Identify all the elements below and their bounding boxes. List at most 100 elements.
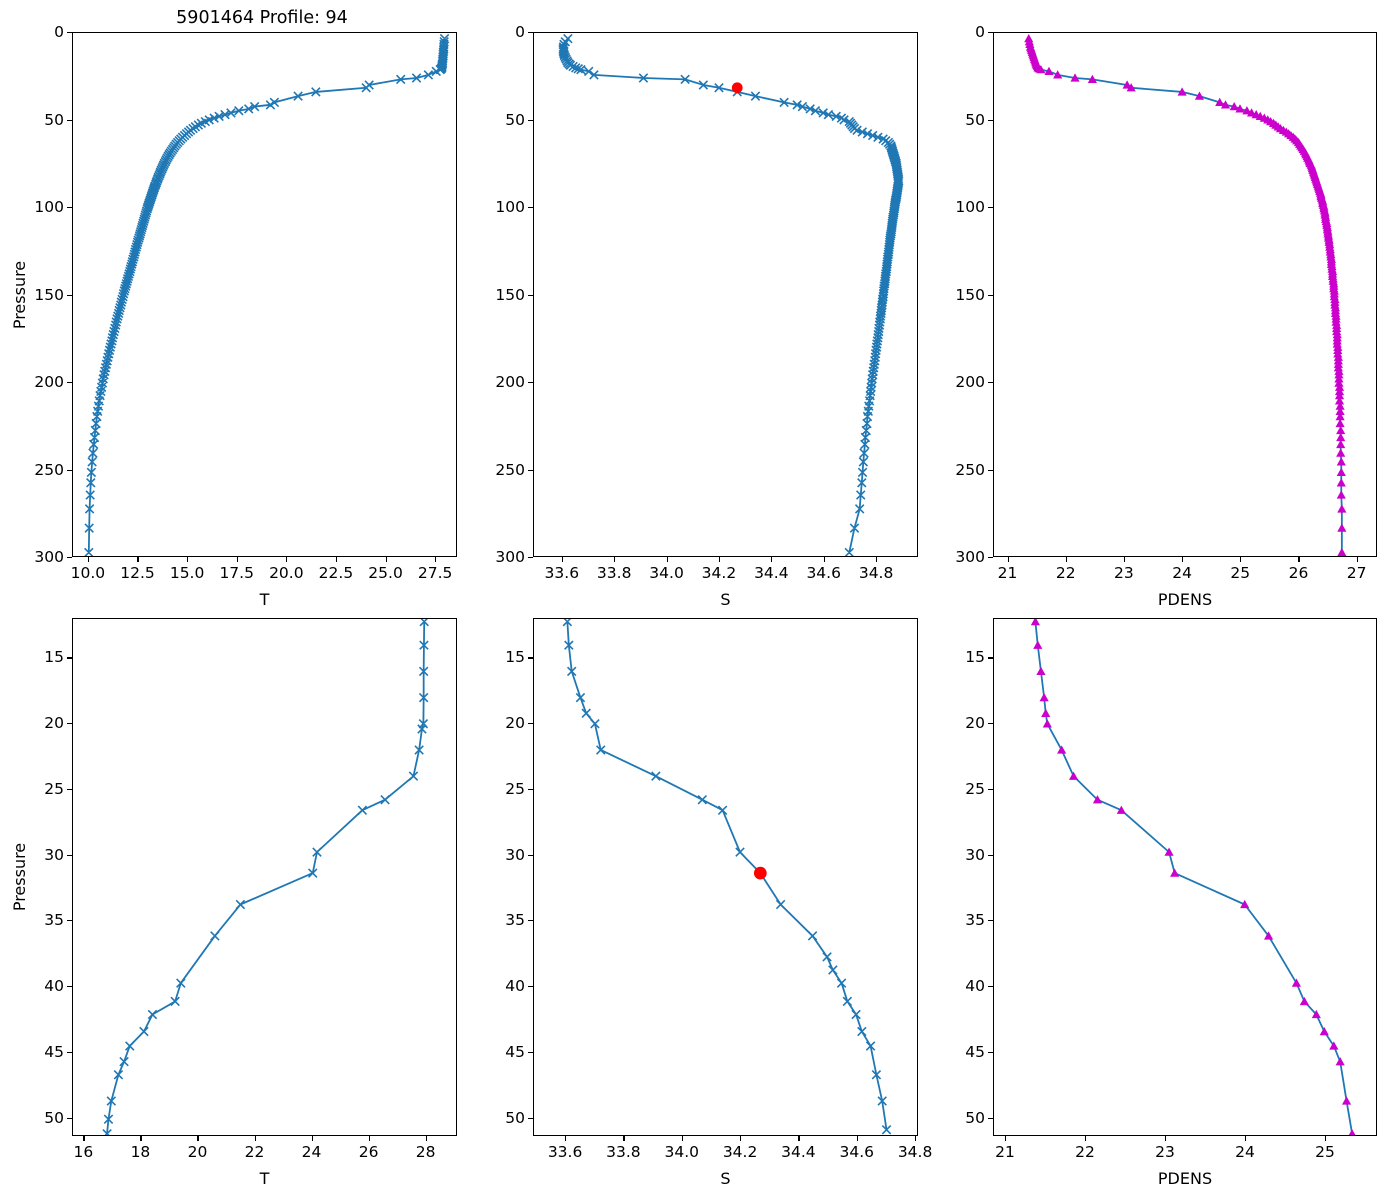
ytick-label: 50 xyxy=(965,110,985,129)
ytick-mark xyxy=(528,854,533,856)
plot-canvas-top-right-pdens xyxy=(1024,33,1347,556)
plot-canvas-top-left-temperature xyxy=(84,33,450,556)
ytick-mark xyxy=(67,207,72,209)
xtick-mark xyxy=(1182,557,1184,562)
xtick-label: 15.0 xyxy=(169,564,205,582)
xtick-label: 34.0 xyxy=(649,564,684,582)
ytick-label: 25 xyxy=(505,779,525,798)
xtick-mark xyxy=(718,557,721,562)
xtick-label: 34.2 xyxy=(722,1143,758,1161)
plot-axes-bottom-left-temperature-zoom xyxy=(72,618,457,1136)
xtick-mark xyxy=(311,1136,313,1141)
ytick-label: 100 xyxy=(495,198,525,216)
plot-axes-bottom-middle-salinity-zoom xyxy=(533,618,918,1136)
ytick-mark xyxy=(988,920,993,922)
plot-canvas-bottom-left-temperature-zoom xyxy=(102,619,429,1135)
ytick-label: 200 xyxy=(955,373,985,391)
xtick-mark xyxy=(286,557,288,562)
ytick-label: 300 xyxy=(495,548,525,566)
ytick-mark xyxy=(988,723,993,725)
ytick-mark xyxy=(988,207,993,209)
ytick-mark xyxy=(988,294,993,296)
ytick-label: 250 xyxy=(495,460,525,479)
xtick-label: 33.6 xyxy=(547,1143,583,1161)
xtick-label: 34.6 xyxy=(806,564,841,582)
ytick-mark xyxy=(67,788,72,790)
xtick-mark xyxy=(1298,557,1300,562)
xtick-mark xyxy=(425,1136,427,1141)
ytick-mark xyxy=(67,557,72,559)
ytick-label: 45 xyxy=(505,1042,525,1061)
yaxis-title: Pressure xyxy=(10,260,29,329)
xtick-mark xyxy=(197,1136,199,1141)
ytick-mark xyxy=(988,1051,993,1053)
xtick-label: 27.5 xyxy=(417,564,453,582)
xaxis-title: PDENS xyxy=(1157,590,1213,609)
ytick-label: 30 xyxy=(505,845,525,864)
xtick-label: 27 xyxy=(1346,564,1367,582)
xtick-label: 33.6 xyxy=(544,564,580,582)
xtick-label: 34.6 xyxy=(839,1143,875,1161)
ytick-mark xyxy=(67,657,72,659)
ytick-mark xyxy=(988,32,993,34)
xtick-mark xyxy=(561,557,563,562)
ytick-mark xyxy=(528,1051,533,1053)
ytick-label: 20 xyxy=(965,714,985,733)
ytick-mark xyxy=(528,119,533,121)
xtick-label: 34.4 xyxy=(754,564,789,582)
figure-title: 5901464 Profile: 94 xyxy=(176,8,348,28)
data-line-S xyxy=(562,37,900,554)
xtick-mark xyxy=(666,557,668,562)
xaxis-title: S xyxy=(720,590,731,609)
ytick-mark xyxy=(528,469,533,471)
ytick-label: 0 xyxy=(54,23,64,41)
xtick-mark xyxy=(1325,1136,1327,1141)
ytick-mark xyxy=(988,657,993,659)
xtick-mark xyxy=(385,557,387,562)
ytick-label: 150 xyxy=(955,285,985,304)
xtick-label: 25 xyxy=(1230,564,1251,582)
ytick-label: 100 xyxy=(34,198,64,216)
xtick-mark xyxy=(1245,1136,1247,1141)
data-markers-T xyxy=(102,619,429,1135)
ytick-mark xyxy=(67,294,72,296)
xtick-label: 20 xyxy=(187,1143,208,1161)
xtick-mark xyxy=(1085,1136,1087,1141)
ytick-mark xyxy=(528,723,533,725)
ytick-label: 35 xyxy=(965,911,985,930)
ytick-label: 200 xyxy=(34,373,64,391)
flagged-point-marker xyxy=(753,866,767,880)
xtick-mark xyxy=(681,1136,683,1141)
ytick-label: 200 xyxy=(495,373,525,391)
xtick-mark xyxy=(1356,557,1358,562)
data-line-T xyxy=(106,620,426,1135)
plot-axes-top-right-pdens xyxy=(993,32,1377,557)
xaxis-title: T xyxy=(259,1169,270,1188)
plot-axes-top-middle-salinity xyxy=(533,32,918,557)
xtick-label: 34.4 xyxy=(781,1143,816,1161)
xtick-mark xyxy=(565,1136,567,1141)
xtick-label: 26 xyxy=(358,1143,379,1161)
ytick-label: 250 xyxy=(34,460,64,479)
xtick-mark xyxy=(1065,557,1067,562)
flagged-point-marker xyxy=(731,82,743,94)
xtick-label: 18 xyxy=(130,1143,151,1161)
xtick-mark xyxy=(137,557,139,562)
ytick-mark xyxy=(528,657,533,659)
ytick-label: 15 xyxy=(44,648,64,667)
xtick-label: 22 xyxy=(1075,1143,1095,1161)
xtick-mark xyxy=(368,1136,370,1141)
data-markers-T xyxy=(84,33,450,556)
ytick-mark xyxy=(528,920,533,922)
xtick-mark xyxy=(187,557,189,562)
ytick-label: 30 xyxy=(965,845,985,864)
xaxis-title: T xyxy=(259,590,270,609)
xtick-label: 34.0 xyxy=(664,1143,700,1161)
ytick-label: 50 xyxy=(44,1108,64,1127)
xtick-label: 22.5 xyxy=(318,564,354,582)
ytick-mark xyxy=(67,469,72,471)
xtick-label: 16 xyxy=(73,1143,94,1161)
xtick-label: 24 xyxy=(301,1143,322,1161)
xtick-mark xyxy=(1123,557,1125,562)
